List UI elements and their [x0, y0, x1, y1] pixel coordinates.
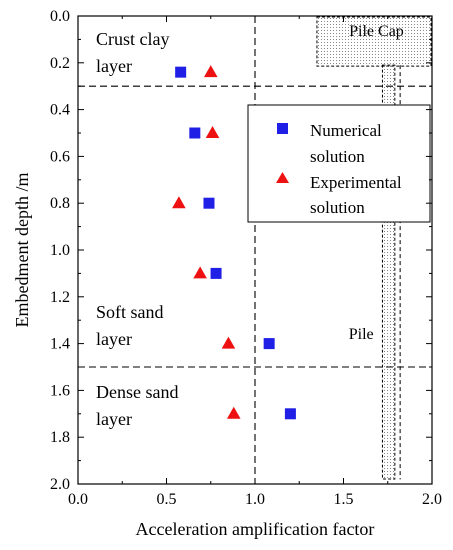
y-tick-label-6: 1.2 [50, 289, 70, 306]
y-tick-label-9: 1.8 [50, 429, 70, 446]
x-tick-label-1: 0.5 [157, 491, 177, 508]
y-tick-label-10: 2.0 [50, 476, 70, 493]
experimental-point-2 [172, 196, 186, 209]
pile-cap [316, 16, 432, 67]
legend-label-numerical-line2: solution [310, 147, 365, 166]
x-tick-label-4: 2.0 [422, 491, 442, 508]
numerical-point-5 [284, 408, 296, 420]
y-tick-label-0: 0.0 [50, 8, 70, 25]
layer-labels: Crust clay layer Soft sand layer Dense s… [96, 29, 178, 429]
numerical-point-3 [210, 267, 222, 279]
layer-label-dense-sand-line2: layer [96, 409, 132, 429]
experimental-point-1 [205, 126, 220, 138]
legend-label-experimental: Experimental [310, 173, 402, 192]
y-tick-label-4: 0.8 [50, 195, 70, 212]
numerical-point-0 [175, 66, 187, 78]
numerical-point-2 [203, 197, 215, 209]
x-axis-label: Acceleration amplification factor [136, 519, 375, 539]
x-tick-label-2: 1.0 [245, 491, 265, 508]
legend-marker-numerical [277, 123, 288, 134]
legend-label-numerical: Numerical [310, 121, 382, 140]
experimental-point-0 [203, 65, 218, 78]
layer-label-crust-clay-line2: layer [96, 56, 132, 76]
y-tick-label-7: 1.4 [50, 336, 70, 353]
experimental-point-5 [226, 406, 241, 419]
y-tick-label-8: 1.6 [50, 382, 70, 399]
y-axis-label: Embedment depth /m [12, 173, 32, 328]
experimental-point-3 [193, 266, 207, 279]
x-tick-label-3: 1.5 [334, 491, 354, 508]
y-tick-label-2: 0.4 [50, 102, 70, 119]
numerical-point-4 [263, 338, 275, 350]
y-tick-label-3: 0.6 [50, 148, 70, 165]
x-axis-ticks: 0.0 0.5 1.0 1.5 2.0 [68, 16, 442, 508]
numerical-point-1 [189, 127, 201, 139]
experimental-point-4 [221, 336, 236, 349]
axes: 0.0 0.5 1.0 1.5 2.0 0.0 0.2 0.4 0.6 0.8 1.0 1.2 1.4… [12, 8, 442, 539]
legend-marker-experimental [276, 172, 289, 183]
y-tick-label-5: 1.0 [50, 242, 70, 259]
x-tick-label-0: 0.0 [68, 491, 88, 508]
layer-label-dense-sand: Dense sand [96, 382, 178, 402]
pile-cap-label: Pile Cap [349, 23, 404, 40]
layer-label-soft-sand: Soft sand [96, 302, 164, 322]
reference-lines [78, 16, 432, 484]
y-axis-ticks: 0.0 0.2 0.4 0.6 0.8 1.0 1.2 1.4 1.6 1.8 2.0 [50, 8, 432, 493]
y-tick-label-1: 0.2 [50, 55, 70, 72]
pile-label: Pile [349, 326, 374, 343]
legend-label-experimental-line2: solution [310, 198, 365, 217]
legend: Numerical solution Experimental solution [247, 104, 431, 223]
layer-label-crust-clay: Crust clay [96, 29, 170, 49]
data-points [172, 65, 296, 420]
layer-label-soft-sand-line2: layer [96, 329, 132, 349]
